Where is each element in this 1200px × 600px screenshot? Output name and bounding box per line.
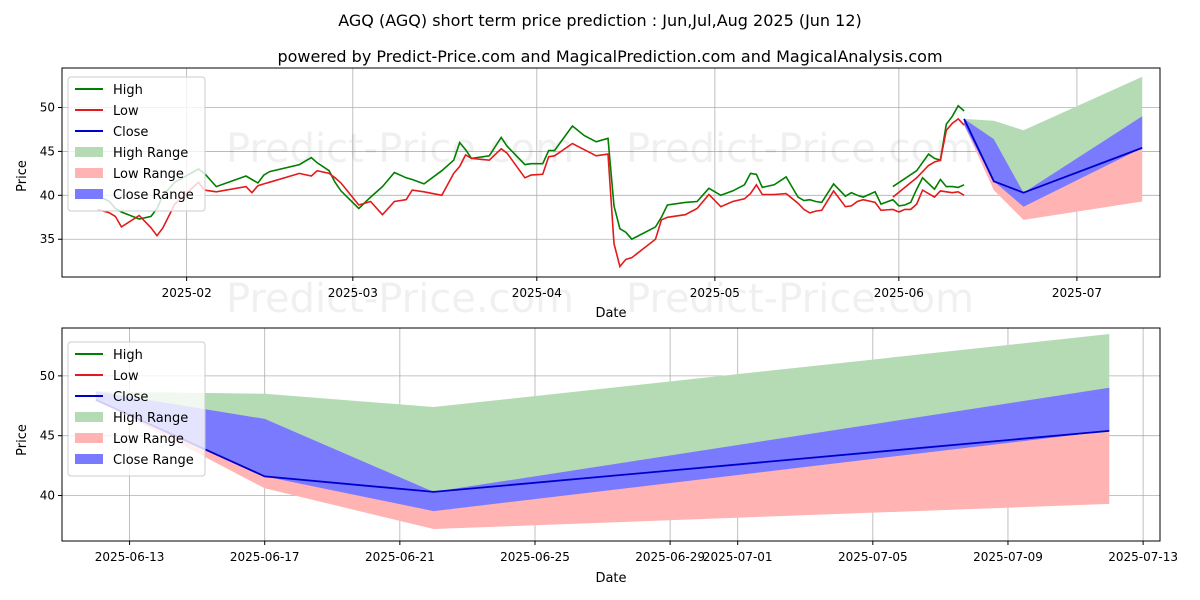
top-ytick-label: 40 [40, 188, 55, 202]
bottom-xlabel: Date [595, 571, 626, 586]
top-legend-label: Close [113, 125, 148, 140]
bottom-series [95, 334, 1110, 529]
top-xtick-label: 2025-02 [162, 286, 212, 300]
bottom-ylabel: Price [15, 424, 30, 456]
bottom-panel: Predict-Price.com Predict-Price.com 4045… [15, 327, 1178, 586]
chart-title: AGQ (AGQ) short term price prediction : … [338, 11, 862, 30]
top-xtick-label: 2025-04 [512, 286, 562, 300]
watermark-4: Predict-Price.com [626, 276, 974, 322]
bottom-legend: High Low Close High Range Low Range Close Ran… [67, 341, 206, 477]
top-close-range-band [964, 116, 1143, 207]
watermark-3: Predict-Price.com [226, 276, 574, 322]
bottom-xtick-label: 2025-06-13 [95, 550, 165, 564]
bottom-xtick-label: 2025-06-25 [500, 550, 570, 564]
top-xtick-label: 2025-06 [874, 286, 924, 300]
bottom-ytick-label: 40 [40, 489, 55, 503]
top-xtick-label: 2025-03 [328, 286, 378, 300]
bottom-legend-swatch [75, 412, 103, 422]
top-legend-label: High [113, 83, 143, 98]
top-ytick-label: 45 [40, 144, 55, 158]
top-legend-swatch [75, 189, 103, 199]
top-legend-swatch [75, 147, 103, 157]
bottom-legend-label: Close [113, 390, 148, 405]
bottom-xtick-label: 2025-06-17 [230, 550, 300, 564]
top-low-range-band [964, 125, 1143, 220]
bottom-legend-swatch [75, 454, 103, 464]
bottom-ytick-label: 50 [40, 369, 55, 383]
bottom-ticks: 40 45 50 2025-06-13 2025-06-17 2025-06-21 2025… [40, 369, 1178, 564]
bottom-xtick-label: 2025-07-05 [838, 550, 908, 564]
top-legend-label: Low Range [113, 167, 184, 182]
top-xlabel: Date [595, 306, 626, 321]
top-series [97, 76, 1143, 269]
top-axes-frame [61, 67, 1161, 278]
top-low-line-late [892, 117, 965, 198]
bottom-legend-label: High Range [113, 411, 188, 426]
bottom-xtick-label: 2025-07-09 [973, 550, 1043, 564]
bottom-legend-label: Low [113, 369, 139, 384]
top-close-line [963, 118, 1143, 194]
top-high-line [97, 124, 965, 241]
bottom-xtick-label: 2025-06-21 [365, 550, 435, 564]
top-xtick-label: 2025-05 [690, 286, 740, 300]
top-panel: Predict-Price.com Predict-Price.com Pred… [15, 67, 1161, 322]
top-legend-swatch [75, 168, 103, 178]
bottom-xtick-label: 2025-07-01 [703, 550, 773, 564]
chart-subtitle: powered by Predict-Price.com and Magical… [277, 47, 942, 66]
bottom-axes-frame [61, 327, 1161, 542]
bottom-xtick-label: 2025-07-13 [1108, 550, 1178, 564]
top-legend: High Low Close High Range Low Range Close Ran… [67, 76, 206, 212]
bottom-low-range-band [95, 399, 1110, 529]
top-legend-label: Low [113, 104, 139, 119]
top-ytick-label: 35 [40, 232, 55, 246]
watermark-1: Predict-Price.com [226, 126, 574, 172]
bottom-ytick-label: 45 [40, 429, 55, 443]
top-low-line [97, 142, 965, 269]
bottom-close-range-band [95, 387, 1110, 512]
top-legend-label: High Range [113, 146, 188, 161]
top-ytick-label: 50 [40, 101, 55, 115]
bottom-legend-swatch [75, 433, 103, 443]
watermark-2: Predict-Price.com [626, 126, 974, 172]
bottom-legend-label: High [113, 348, 143, 363]
top-ylabel: Price [15, 160, 30, 192]
top-ticks: 35 40 45 50 2025-02 2025-03 2025-04 2025-05 2025… [40, 101, 1102, 300]
bottom-xtick-label: 2025-06-29 [635, 550, 705, 564]
bottom-legend-label: Low Range [113, 432, 184, 447]
top-legend-label: Close Range [113, 188, 194, 203]
top-xtick-label: 2025-07 [1052, 286, 1102, 300]
bottom-legend-label: Close Range [113, 453, 194, 468]
